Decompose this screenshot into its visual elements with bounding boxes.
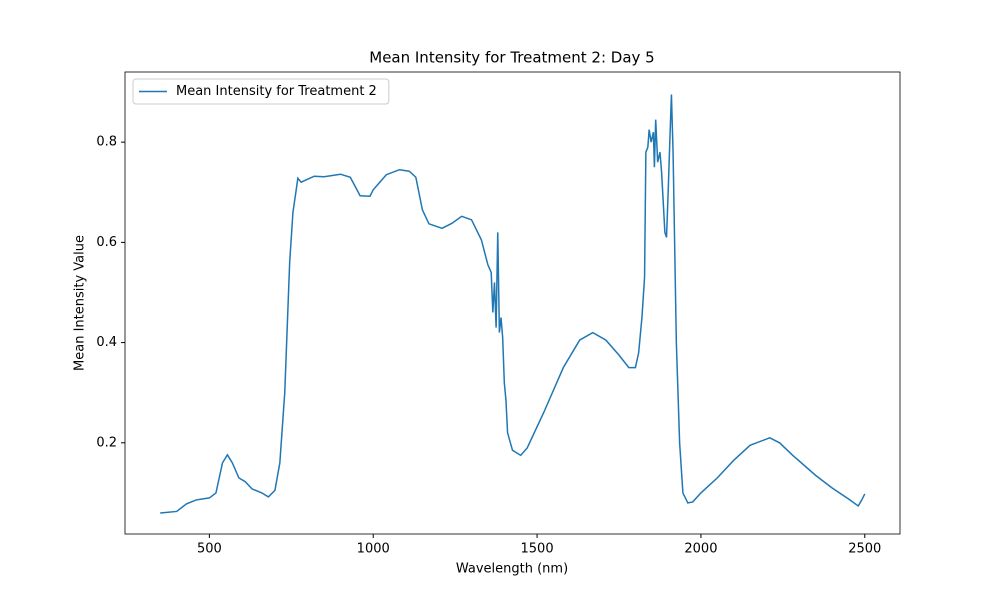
- x-axis-label: Wavelength (nm): [456, 562, 568, 577]
- y-tick-label: 0.8: [96, 135, 117, 150]
- legend-label: Mean Intensity for Treatment 2: [176, 84, 377, 99]
- y-tick-label: 0.6: [96, 235, 117, 250]
- x-tick-label: 500: [197, 542, 222, 557]
- legend: [132, 78, 390, 105]
- y-axis-label: Mean Intensity Value: [73, 235, 88, 371]
- y-tick-label: 0.2: [96, 435, 117, 450]
- data-line: [160, 94, 866, 514]
- chart-title: Mean Intensity for Treatment 2: Day 5: [369, 49, 654, 67]
- x-tick-label: 1500: [521, 542, 554, 557]
- plot-frame: [124, 71, 901, 535]
- x-tick-label: 1000: [357, 542, 390, 557]
- x-tick-label: 2500: [848, 542, 881, 557]
- x-tick-label: 2000: [684, 542, 717, 557]
- y-tick-label: 0.4: [96, 335, 117, 350]
